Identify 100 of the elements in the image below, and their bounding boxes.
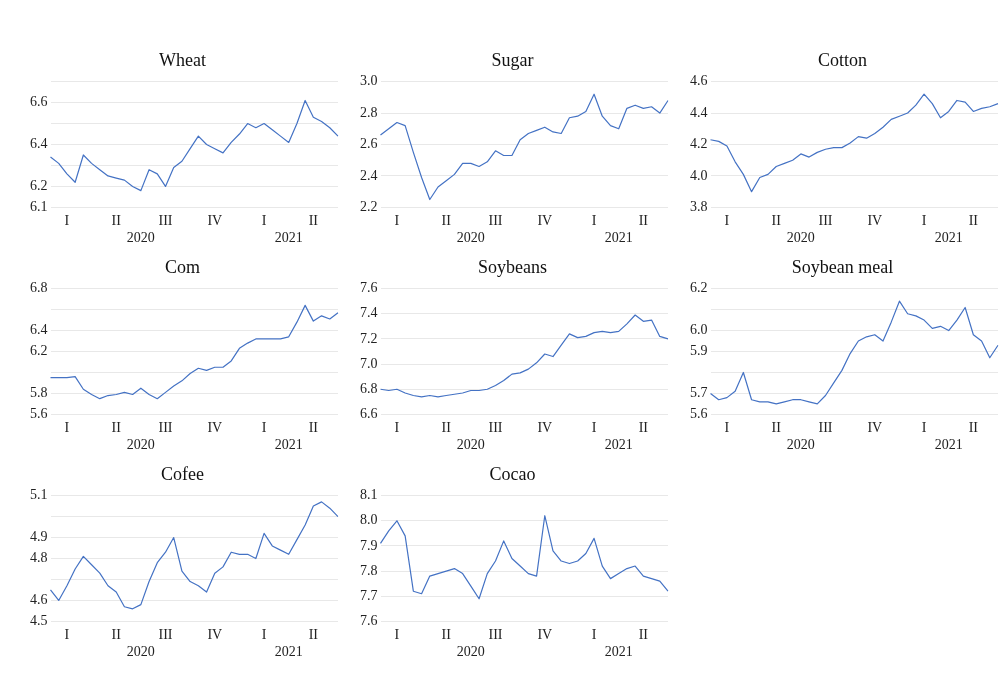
y-tick-label: 5.9 bbox=[690, 343, 708, 359]
y-tick-label: 3.8 bbox=[690, 199, 708, 215]
x-tick-label: I bbox=[921, 420, 927, 436]
y-tick-label: 2.2 bbox=[360, 199, 378, 215]
x-tick-label: IV bbox=[537, 213, 553, 229]
x-tick-label: 2020 bbox=[456, 230, 485, 246]
x-tick-label: III bbox=[488, 627, 503, 643]
x-tick-label: IV bbox=[867, 420, 883, 436]
y-tick-label: 8.0 bbox=[360, 512, 378, 528]
x-tick-label: 2020 bbox=[786, 230, 815, 246]
x-tick-label: 2021 bbox=[604, 437, 633, 453]
y-tick-label: 4.6 bbox=[690, 73, 708, 89]
y-tick-label: 4.2 bbox=[690, 136, 708, 152]
x-tick-label: II bbox=[308, 420, 319, 436]
x-tick-label: 2020 bbox=[456, 437, 485, 453]
x-tick-label: I bbox=[64, 627, 70, 643]
x-tick-label: I bbox=[64, 213, 70, 229]
x-tick-label: 2020 bbox=[786, 437, 815, 453]
x-tick-label: II bbox=[968, 213, 979, 229]
x-tick-label: 2021 bbox=[274, 644, 303, 660]
chart-title: Wheat bbox=[159, 49, 206, 70]
x-tick-label: II bbox=[968, 420, 979, 436]
x-tick-label: IV bbox=[537, 420, 553, 436]
y-tick-label: 8.1 bbox=[360, 487, 378, 503]
y-tick-label: 7.2 bbox=[360, 330, 378, 346]
y-tick-label: 2.8 bbox=[360, 104, 378, 120]
y-tick-label: 7.6 bbox=[360, 613, 378, 629]
chart-title: Soybean meal bbox=[791, 256, 894, 277]
x-tick-label: IV bbox=[207, 627, 223, 643]
y-tick-label: 6.1 bbox=[30, 199, 48, 215]
x-tick-label: I bbox=[394, 627, 400, 643]
x-tick-label: II bbox=[308, 627, 319, 643]
x-tick-label: I bbox=[724, 420, 730, 436]
x-tick-label: III bbox=[818, 213, 833, 229]
x-tick-label: IV bbox=[207, 213, 223, 229]
x-tick-label: I bbox=[591, 213, 597, 229]
y-tick-label: 6.6 bbox=[360, 406, 378, 422]
x-tick-label: I bbox=[591, 627, 597, 643]
y-tick-label: 4.4 bbox=[690, 104, 708, 120]
y-tick-label: 6.2 bbox=[690, 280, 708, 296]
y-tick-label: 6.0 bbox=[690, 322, 708, 338]
y-tick-label: 6.4 bbox=[30, 322, 48, 338]
chart-title: Com bbox=[164, 256, 201, 277]
x-tick-label: I bbox=[261, 420, 267, 436]
x-tick-label: II bbox=[771, 420, 782, 436]
chart-title: Cofee bbox=[161, 463, 204, 484]
x-tick-label: II bbox=[111, 627, 122, 643]
x-tick-label: I bbox=[921, 213, 927, 229]
x-tick-label: II bbox=[111, 213, 122, 229]
x-tick-label: III bbox=[488, 420, 503, 436]
x-tick-label: I bbox=[64, 420, 70, 436]
y-tick-label: 7.8 bbox=[360, 562, 378, 578]
y-tick-label: 6.2 bbox=[30, 343, 48, 359]
x-tick-label: IV bbox=[867, 213, 883, 229]
x-tick-label: I bbox=[724, 213, 730, 229]
x-tick-label: 2021 bbox=[274, 230, 303, 246]
y-tick-label: 4.6 bbox=[30, 592, 48, 608]
x-tick-label: 2021 bbox=[604, 644, 633, 660]
y-tick-label: 3.0 bbox=[360, 73, 378, 89]
y-tick-label: 5.7 bbox=[690, 385, 708, 401]
y-tick-label: 4.0 bbox=[690, 167, 708, 183]
chart-title: Sugar bbox=[491, 49, 534, 70]
x-tick-label: I bbox=[394, 420, 400, 436]
x-tick-label: I bbox=[261, 213, 267, 229]
x-tick-label: 2020 bbox=[126, 437, 155, 453]
x-tick-label: 2021 bbox=[934, 437, 963, 453]
y-tick-label: 2.6 bbox=[360, 136, 378, 152]
y-tick-label: 6.2 bbox=[30, 178, 48, 194]
y-tick-label: 7.6 bbox=[360, 280, 378, 296]
chart-title: Soybeans bbox=[478, 256, 547, 277]
chart-title: Cocao bbox=[489, 463, 536, 484]
x-tick-label: III bbox=[158, 420, 173, 436]
x-tick-label: 2020 bbox=[126, 230, 155, 246]
y-tick-label: 4.8 bbox=[30, 550, 48, 566]
y-tick-label: 6.4 bbox=[30, 136, 48, 152]
x-tick-label: 2020 bbox=[456, 644, 485, 660]
y-tick-label: 6.8 bbox=[360, 380, 378, 396]
x-tick-label: I bbox=[261, 627, 267, 643]
y-tick-label: 4.5 bbox=[30, 613, 48, 629]
y-tick-label: 6.8 bbox=[30, 280, 48, 296]
x-tick-label: III bbox=[158, 213, 173, 229]
x-tick-label: II bbox=[441, 627, 452, 643]
y-tick-label: 7.9 bbox=[360, 537, 378, 553]
x-tick-label: 2021 bbox=[934, 230, 963, 246]
x-tick-label: III bbox=[488, 213, 503, 229]
x-tick-label: II bbox=[638, 420, 649, 436]
x-tick-label: III bbox=[158, 627, 173, 643]
x-tick-label: IV bbox=[207, 420, 223, 436]
x-tick-label: II bbox=[441, 420, 452, 436]
y-tick-label: 5.6 bbox=[690, 406, 708, 422]
x-tick-label: I bbox=[394, 213, 400, 229]
x-tick-label: III bbox=[818, 420, 833, 436]
x-tick-label: II bbox=[771, 213, 782, 229]
y-tick-label: 5.6 bbox=[30, 406, 48, 422]
x-tick-label: 2021 bbox=[604, 230, 633, 246]
y-tick-label: 5.8 bbox=[30, 385, 48, 401]
y-tick-label: 2.4 bbox=[360, 167, 378, 183]
y-tick-label: 4.9 bbox=[30, 529, 48, 545]
x-tick-label: II bbox=[308, 213, 319, 229]
y-tick-label: 6.6 bbox=[30, 94, 48, 110]
